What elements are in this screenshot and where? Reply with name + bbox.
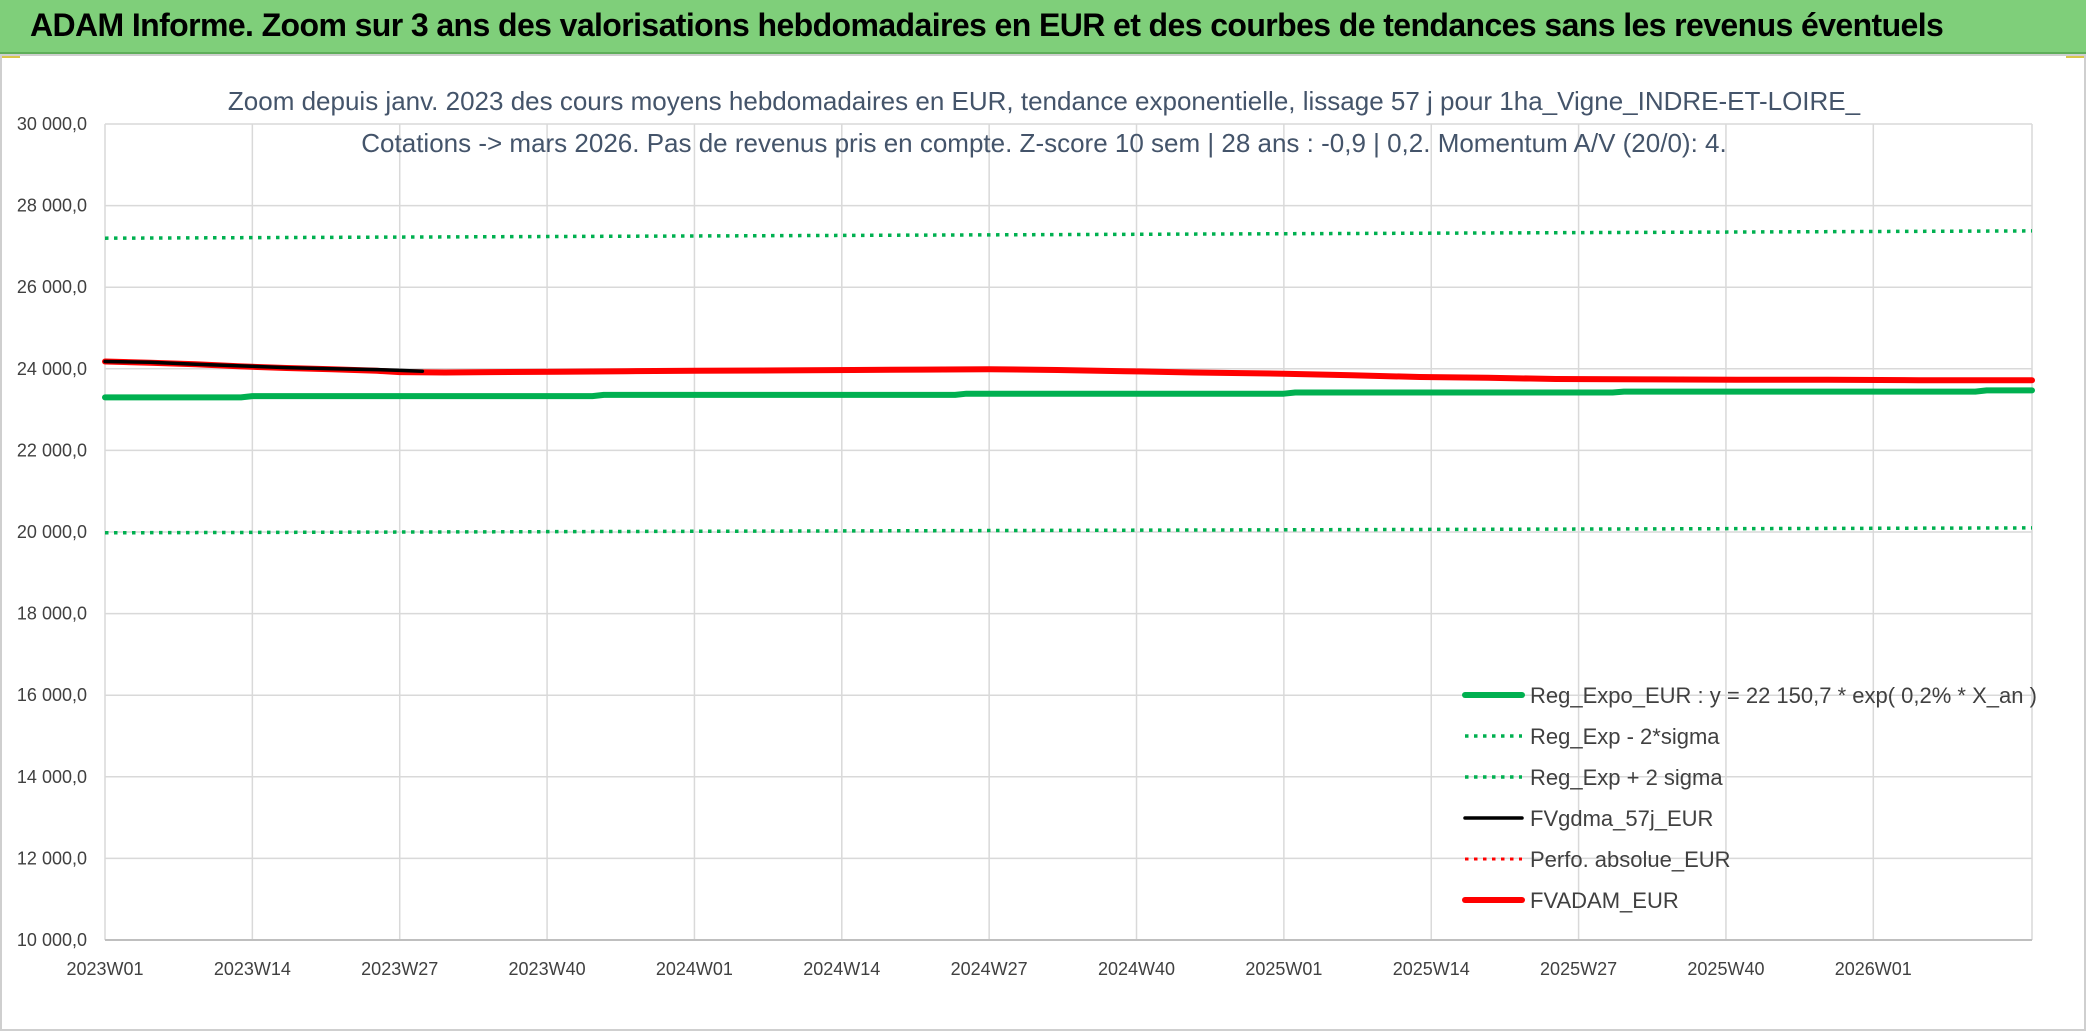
- y-tick-label: 12 000,0: [17, 848, 87, 868]
- x-tick-label: 2024W01: [656, 959, 733, 979]
- x-tick-label: 2023W27: [361, 959, 438, 979]
- report-banner: ADAM Informe. Zoom sur 3 ans des valoris…: [0, 0, 2086, 54]
- y-tick-label: 16 000,0: [17, 685, 87, 705]
- series-line-0: [102, 387, 2035, 401]
- y-tick-label: 26 000,0: [17, 277, 87, 297]
- series-line-2: [104, 229, 2033, 240]
- x-tick-label: 2023W01: [66, 959, 143, 979]
- series-line-1: [104, 526, 2033, 535]
- legend-entry: Reg_Exp + 2 sigma: [1530, 765, 1723, 790]
- x-tick-label: 2026W01: [1835, 959, 1912, 979]
- series-lines: [102, 229, 2035, 535]
- legend-entry: Reg_Expo_EUR : y = 22 150,7 * exp( 0,2% …: [1530, 683, 2037, 708]
- x-tick-label: 2025W27: [1540, 959, 1617, 979]
- chart-title: Zoom depuis janv. 2023 des cours moyens …: [228, 86, 1861, 116]
- y-tick-label: 20 000,0: [17, 522, 87, 542]
- x-axis-tick-labels: 2023W01 2023W14 2023W27 2023W40 2024W01 2024W…: [66, 959, 1911, 979]
- x-tick-label: 2024W40: [1098, 959, 1175, 979]
- banner-title: ADAM Informe. Zoom sur 3 ans des valoris…: [30, 7, 1944, 43]
- x-tick-label: 2025W01: [1245, 959, 1322, 979]
- y-tick-label: 14 000,0: [17, 767, 87, 787]
- y-tick-label: 18 000,0: [17, 604, 87, 624]
- x-tick-label: 2023W14: [214, 959, 291, 979]
- y-axis-tick-labels: 10 000,0 12 000,0 14 000,0 16 000,0 18 000,0…: [17, 114, 87, 950]
- x-tick-label: 2025W14: [1393, 959, 1470, 979]
- y-tick-label: 28 000,0: [17, 196, 87, 216]
- legend-entry: FVgdma_57j_EUR: [1530, 806, 1713, 831]
- chart-subtitle: Cotations -> mars 2026. Pas de revenus p…: [361, 128, 1726, 158]
- y-tick-label: 24 000,0: [17, 359, 87, 379]
- y-tick-label: 22 000,0: [17, 440, 87, 460]
- legend-entry: FVADAM_EUR: [1530, 888, 1679, 913]
- y-tick-label: 30 000,0: [17, 114, 87, 134]
- x-tick-label: 2024W14: [803, 959, 880, 979]
- x-tick-label: 2025W40: [1687, 959, 1764, 979]
- legend-entry: Reg_Exp - 2*sigma: [1530, 724, 1720, 749]
- x-tick-label: 2023W40: [509, 959, 586, 979]
- x-tick-label: 2024W27: [951, 959, 1028, 979]
- chart-legend: Reg_Expo_EUR : y = 22 150,7 * exp( 0,2% …: [1462, 683, 2037, 913]
- series-line-3: [103, 359, 425, 373]
- y-tick-label: 10 000,0: [17, 930, 87, 950]
- banner-corner-right: [2066, 54, 2086, 58]
- banner-corner-left: [0, 54, 20, 58]
- legend-entry: Perfo. absolue_EUR: [1530, 847, 1731, 872]
